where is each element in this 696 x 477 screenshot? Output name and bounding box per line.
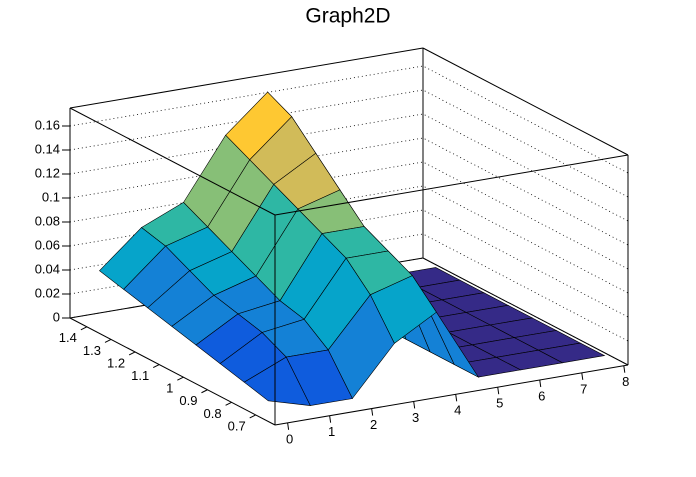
y-tick-label: 0.8 — [204, 406, 222, 421]
z-tick-label: 0 — [53, 309, 60, 324]
box-edge — [69, 47, 424, 109]
tick-mark — [287, 422, 290, 430]
box-edge — [69, 107, 276, 216]
x-tick-label: 2 — [370, 417, 377, 432]
z-tick-label: 0.08 — [35, 213, 60, 228]
tick-mark — [413, 401, 416, 409]
tick-mark — [201, 389, 208, 394]
y-tick-label: 1.1 — [131, 368, 149, 383]
surface-cell — [243, 356, 311, 406]
grid-line — [69, 137, 629, 246]
x-tick-label: 8 — [622, 374, 629, 389]
x-tick-label: 7 — [580, 381, 587, 396]
z-tick-label: 0.06 — [35, 237, 60, 252]
x-tick-label: 5 — [496, 396, 503, 411]
x-tick-label: 0 — [286, 431, 293, 446]
x-tick-label: 1 — [328, 424, 335, 439]
z-tick-label: 0.1 — [42, 189, 60, 204]
tick-mark — [104, 338, 112, 343]
y-tick-label: 1.2 — [107, 355, 125, 370]
chart-title: Graph2D — [305, 5, 390, 28]
y-tick-label: 0.9 — [179, 393, 197, 408]
box-edge — [422, 47, 629, 156]
z-tick-label: 0.12 — [35, 165, 60, 180]
y-tick-label: 0.7 — [228, 418, 246, 433]
box-edge — [274, 364, 629, 426]
grid-line — [69, 209, 629, 318]
tick-mark — [581, 372, 584, 380]
grid-line — [69, 257, 629, 366]
x-tick-label: 4 — [454, 403, 461, 418]
tick-mark — [539, 379, 542, 388]
z-tick-label: 0.04 — [35, 261, 60, 276]
y-tick-label: 1.3 — [83, 343, 101, 358]
z-tick-label: 0.14 — [35, 141, 60, 156]
grid-line — [69, 233, 629, 342]
grid-line — [69, 65, 629, 174]
grid-line — [69, 185, 629, 294]
y-tick-label: 1.4 — [59, 330, 77, 345]
tick-mark — [455, 394, 458, 402]
box-edge — [274, 154, 629, 216]
tick-mark — [371, 408, 374, 416]
x-tick-label: 6 — [538, 388, 545, 403]
tick-mark — [225, 401, 232, 406]
tick-mark — [329, 415, 332, 423]
tick-mark — [177, 376, 184, 381]
tick-mark — [80, 326, 88, 331]
box-edge — [69, 317, 276, 426]
z-tick-label: 0.02 — [35, 285, 60, 300]
tick-mark — [497, 387, 500, 395]
tick-mark — [153, 364, 160, 369]
grid-line — [69, 161, 629, 270]
y-tick-label: 1 — [166, 381, 173, 396]
z-tick-label: 0.16 — [35, 117, 60, 132]
grid-line — [69, 113, 629, 222]
tick-mark — [128, 351, 136, 356]
x-tick-label: 3 — [412, 410, 419, 425]
tick-mark — [249, 414, 256, 419]
grid-line — [69, 89, 629, 198]
tick-mark — [623, 365, 626, 373]
